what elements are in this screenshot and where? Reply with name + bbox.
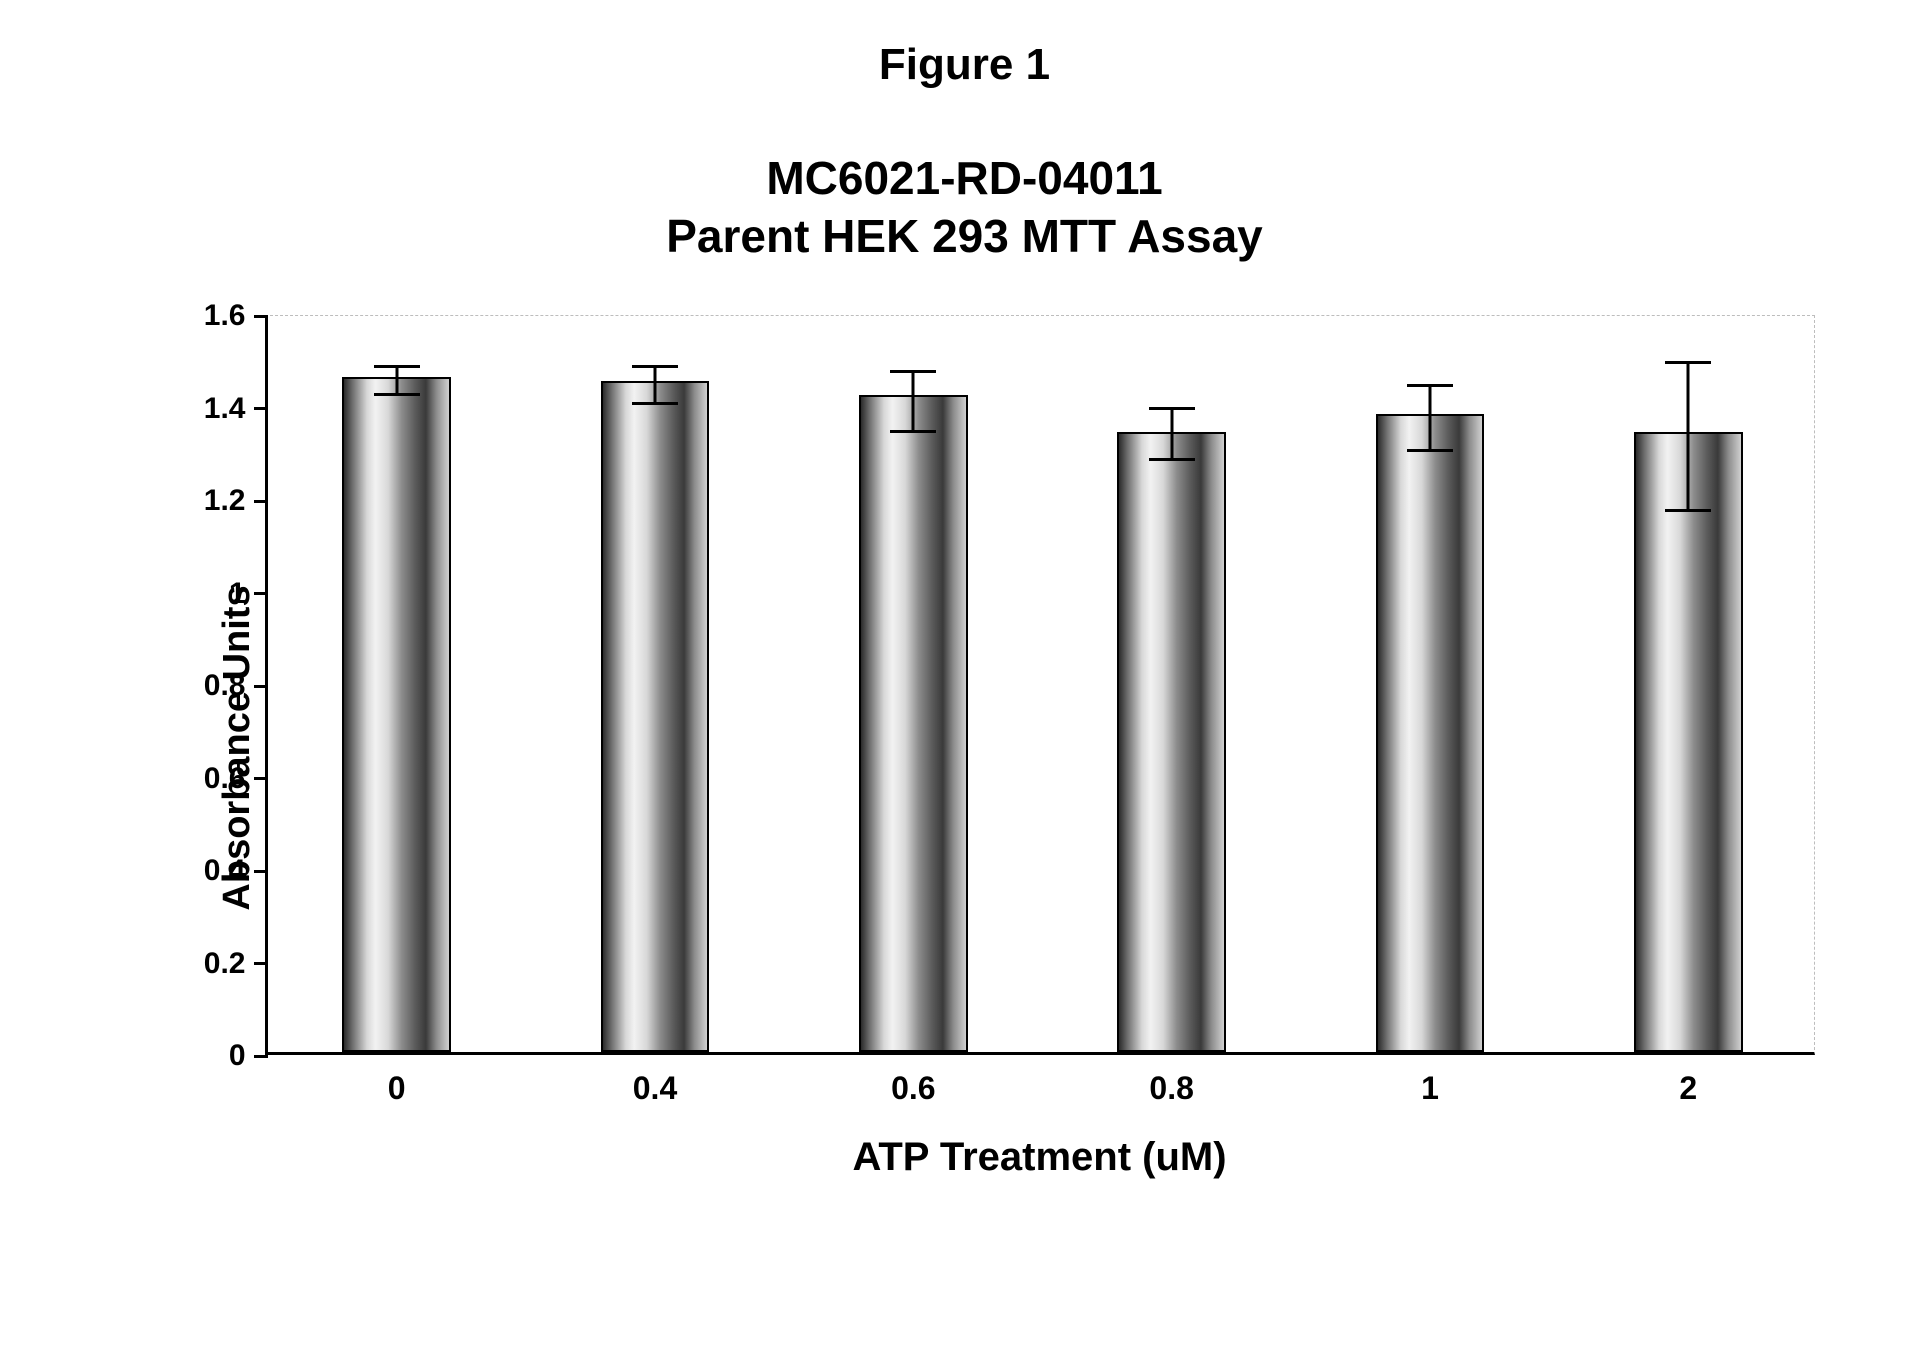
error-bar <box>1687 362 1690 510</box>
bar <box>601 381 710 1052</box>
y-tick-label: 0.6 <box>204 762 268 796</box>
error-cap <box>1407 449 1453 452</box>
error-cap <box>1149 407 1195 410</box>
x-tick-label: 0.8 <box>1149 1052 1193 1107</box>
error-cap <box>890 370 936 373</box>
error-cap <box>374 393 420 396</box>
x-axis-label: ATP Treatment (uM) <box>265 1135 1815 1180</box>
chart-title-line1: MC6021-RD-04011 <box>0 150 1929 208</box>
chart-title-line2: Parent HEK 293 MTT Assay <box>0 208 1929 266</box>
y-tick-label: 1.2 <box>204 484 268 518</box>
figure-label: Figure 1 <box>0 40 1929 90</box>
error-bar <box>1170 409 1173 460</box>
y-tick-label: 1 <box>229 577 268 611</box>
error-cap <box>1149 458 1195 461</box>
x-tick-label: 0.4 <box>633 1052 677 1107</box>
bar <box>1376 414 1485 1052</box>
bars-layer <box>268 316 1814 1052</box>
error-cap <box>1665 509 1711 512</box>
y-tick-label: 0 <box>229 1039 268 1073</box>
x-tick-label: 0 <box>388 1052 406 1107</box>
plot-area: 00.20.40.60.811.21.41.600.40.60.812 <box>265 315 1815 1055</box>
error-cap <box>374 365 420 368</box>
chart-container: Absorbance Units 00.20.40.60.811.21.41.6… <box>115 315 1815 1180</box>
y-tick-label: 0.4 <box>204 854 268 888</box>
chart-title: MC6021-RD-04011 Parent HEK 293 MTT Assay <box>0 150 1929 265</box>
y-tick-label: 0.2 <box>204 947 268 981</box>
bar <box>1117 432 1226 1052</box>
page: Figure 1 MC6021-RD-04011 Parent HEK 293 … <box>0 0 1929 1356</box>
error-bar <box>395 367 398 395</box>
error-cap <box>1665 361 1711 364</box>
y-tick-label: 1.6 <box>204 299 268 333</box>
y-tick-label: 1.4 <box>204 392 268 426</box>
y-tick-label: 0.8 <box>204 669 268 703</box>
error-cap <box>632 365 678 368</box>
bar <box>859 395 968 1052</box>
bar <box>342 377 451 1052</box>
error-cap <box>1407 384 1453 387</box>
error-bar <box>912 372 915 432</box>
error-cap <box>632 402 678 405</box>
error-cap <box>890 430 936 433</box>
error-bar <box>654 367 657 404</box>
x-tick-label: 1 <box>1421 1052 1439 1107</box>
x-tick-label: 2 <box>1679 1052 1697 1107</box>
x-tick-label: 0.6 <box>891 1052 935 1107</box>
bar <box>1634 432 1743 1052</box>
error-bar <box>1429 385 1432 450</box>
